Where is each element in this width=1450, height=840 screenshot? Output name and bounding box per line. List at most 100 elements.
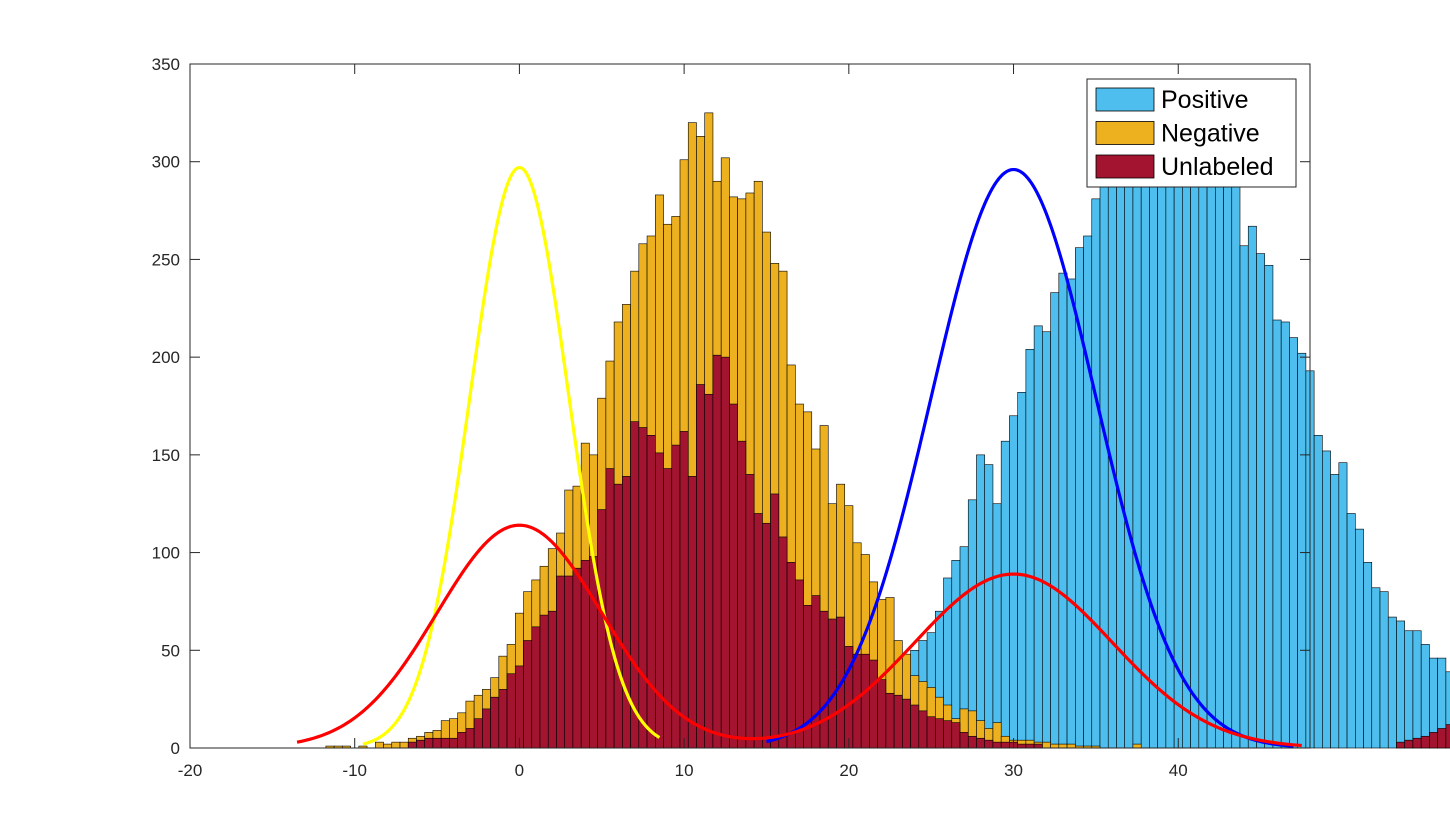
positive-bar (1387, 616, 1397, 749)
positive-fit-curve (766, 167, 1294, 748)
positive-bar (1379, 591, 1389, 749)
positive-bar (1198, 167, 1208, 749)
unlabeled-bar (737, 440, 747, 749)
unlabeled-bar (1404, 739, 1414, 749)
positive-bar (1338, 462, 1348, 749)
unlabeled-bar (869, 659, 878, 749)
positive-bar (1206, 186, 1216, 749)
unlabeled-bar (786, 562, 796, 749)
unlabeled-bar (671, 444, 681, 749)
positive-bar (1025, 349, 1035, 749)
unlabeled-bar (1429, 732, 1438, 749)
positive-bar (1363, 562, 1373, 749)
unlabeled-bar (531, 626, 541, 749)
unlabeled-bar (976, 737, 986, 749)
unlabeled-bar (720, 356, 730, 749)
unlabeled-bar (1437, 728, 1447, 749)
positive-bar (1396, 620, 1406, 749)
legend-label-unlabeled: Unlabeled (1161, 153, 1274, 181)
unlabeled-bar (967, 735, 977, 749)
unlabeled-bar (1420, 735, 1430, 749)
unlabeled-bar (482, 708, 491, 749)
unlabeled-bar (416, 739, 426, 749)
unlabeled-bar (556, 575, 566, 749)
y-tick-label: 200 (152, 348, 180, 367)
negative-bar (374, 741, 384, 749)
positive-bar (1445, 671, 1450, 749)
unlabeled-bar (687, 476, 697, 749)
positive-bar (1149, 132, 1158, 749)
positive-bar (1223, 171, 1233, 749)
positive-bar (1190, 151, 1200, 749)
legend: Positive Negative Unlabeled (1086, 78, 1297, 188)
x-tick-label: 10 (675, 761, 694, 780)
positive-bar (992, 503, 1002, 749)
unlabeled-bar (827, 618, 837, 749)
unlabeled-bar (605, 468, 615, 749)
positive-bar (1173, 124, 1183, 749)
y-tick-label: 350 (152, 55, 180, 74)
unlabeled-bar (457, 732, 467, 749)
positive-bar (1017, 392, 1027, 749)
unlabeled-bar (572, 567, 582, 749)
legend-label-positive: Positive (1161, 86, 1249, 114)
positive-bar (1050, 292, 1060, 749)
unlabeled-bar (696, 384, 706, 749)
unlabeled-bar (597, 509, 607, 749)
x-tick-label: -10 (342, 761, 367, 780)
unlabeled-bar (794, 579, 804, 749)
positive-bar (1182, 175, 1191, 749)
unlabeled-bar (745, 474, 755, 749)
legend-swatch-negative (1095, 121, 1155, 145)
positive-bar (1264, 264, 1274, 749)
positive-bar (1404, 630, 1414, 749)
positive-bar (1289, 337, 1298, 749)
y-tick-label: 300 (152, 153, 180, 172)
axes-box (189, 63, 1311, 749)
x-tick-label: 0 (515, 761, 524, 780)
legend-label-negative: Negative (1161, 120, 1260, 148)
positive-bar (1239, 245, 1249, 749)
positive-bar (1033, 325, 1043, 749)
positive-bar (1231, 186, 1241, 749)
unlabeled-bar (449, 737, 458, 749)
y-tick-label: 0 (171, 739, 180, 758)
y-tick-label: 150 (152, 446, 180, 465)
negative-fit-curve (362, 165, 661, 746)
unlabeled-bars (407, 354, 1450, 749)
unlabeled-bar (1025, 743, 1035, 749)
axis-ticks (189, 63, 1310, 749)
positive-bar (1354, 528, 1364, 749)
legend-swatch-positive (1095, 87, 1155, 112)
positive-bar (1330, 474, 1340, 749)
unlabeled-bar (770, 493, 780, 749)
negative-bar (1050, 743, 1060, 749)
positive-bar (1214, 180, 1224, 749)
positive-bar (1099, 180, 1109, 749)
positive-bar (1272, 319, 1282, 749)
unlabeled-bar (712, 354, 722, 749)
negative-bar (383, 743, 393, 749)
unlabeled-bar (918, 710, 928, 749)
unlabeled-bar (1017, 743, 1027, 749)
unlabeled-bar (638, 427, 648, 749)
unlabeled-bar (778, 536, 788, 749)
negative-bar (1058, 743, 1068, 749)
x-tick-labels: -20 -10 0 10 20 30 40 (178, 761, 1188, 780)
y-tick-label: 50 (161, 641, 180, 660)
unlabeled-bar (885, 692, 895, 749)
unlabeled-bar (498, 689, 508, 749)
unlabeled-bar (819, 610, 829, 749)
unlabeled-bar (654, 452, 664, 749)
unlabeled-bar (729, 403, 738, 749)
negative-bar (399, 741, 409, 749)
positive-bar (1247, 225, 1257, 749)
unlabeled-bar (943, 720, 953, 749)
x-tick-label: 40 (1169, 761, 1188, 780)
positive-bar (1058, 272, 1068, 749)
positive-bar (1091, 198, 1101, 749)
positive-bar (1009, 415, 1018, 749)
positive-bar (984, 464, 994, 749)
unlabeled-bar (984, 739, 994, 749)
unlabeled-bar (407, 741, 417, 749)
